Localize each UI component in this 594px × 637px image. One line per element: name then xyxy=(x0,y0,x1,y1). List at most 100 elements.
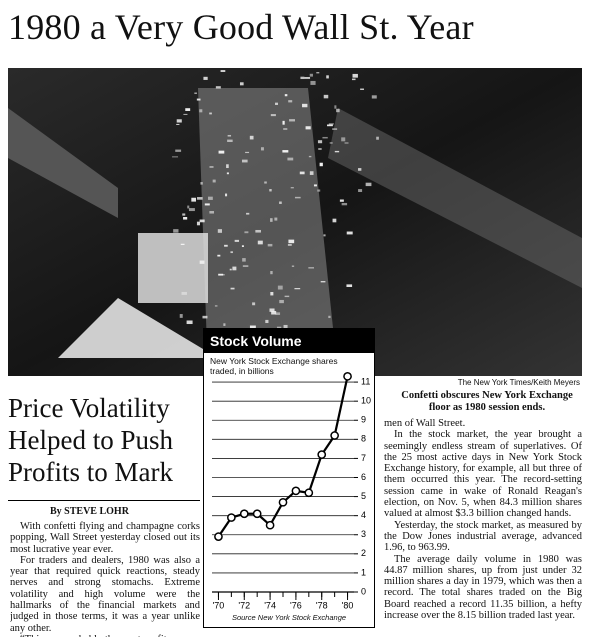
confetti-piece xyxy=(352,73,358,78)
right-column: men of Wall Street. In the stock market, … xyxy=(384,418,582,637)
confetti-piece xyxy=(318,148,322,150)
confetti-piece xyxy=(202,315,208,319)
paragraph: men of Wall Street. xyxy=(384,418,466,429)
confetti-piece xyxy=(288,100,293,103)
confetti-piece xyxy=(344,142,349,144)
confetti-piece xyxy=(260,147,264,151)
confetti-piece xyxy=(220,70,226,72)
confetti-piece xyxy=(287,157,294,161)
confetti-piece xyxy=(279,201,282,204)
confetti-piece xyxy=(188,208,195,212)
confetti-piece xyxy=(323,234,326,237)
confetti-piece xyxy=(309,73,313,77)
confetti-piece xyxy=(270,292,274,296)
paragraph: The average daily volume in 1980 was 44.… xyxy=(384,553,582,622)
confetti-piece xyxy=(267,243,273,247)
chart-title: Stock Volume xyxy=(204,329,374,353)
data-point xyxy=(265,520,275,530)
confetti-piece xyxy=(287,244,292,246)
data-point xyxy=(291,486,301,496)
confetti-piece xyxy=(196,221,200,226)
confetti-piece xyxy=(230,251,233,254)
confetti-piece xyxy=(365,182,372,187)
confetti-piece xyxy=(328,315,331,319)
confetti-piece xyxy=(269,308,275,312)
confetti-piece xyxy=(179,314,183,318)
confetti-piece xyxy=(300,76,305,80)
confetti-piece xyxy=(182,213,186,216)
rule xyxy=(8,500,200,501)
paragraph: In the stock market, the year brought a … xyxy=(384,429,582,520)
data-point xyxy=(252,509,262,519)
confetti-piece xyxy=(249,135,254,140)
confetti-piece xyxy=(208,196,213,200)
confetti-piece xyxy=(200,182,203,185)
photo xyxy=(8,68,582,376)
confetti-piece xyxy=(212,179,216,183)
confetti-piece xyxy=(226,172,229,175)
confetti-piece xyxy=(245,151,250,154)
confetti-piece xyxy=(323,94,329,99)
confetti-piece xyxy=(282,120,285,125)
confetti-piece xyxy=(283,128,288,130)
paragraph: Yesterday, the stock market, as measured… xyxy=(384,519,582,554)
confetti-piece xyxy=(275,312,281,315)
confetti-piece xyxy=(218,150,225,154)
confetti-piece xyxy=(227,134,232,137)
headline: 1980 a Very Good Wall St. Year xyxy=(8,7,474,47)
y-tick-label: 1 xyxy=(361,567,366,577)
confetti-piece xyxy=(310,80,316,85)
confetti-piece xyxy=(180,243,185,245)
confetti-piece xyxy=(185,108,191,111)
confetti-piece xyxy=(322,136,328,139)
confetti-piece xyxy=(270,218,273,222)
booth-panel xyxy=(58,298,218,358)
confetti-piece xyxy=(197,197,203,200)
confetti-piece xyxy=(358,168,362,171)
subhead-line: Helped to Push xyxy=(8,425,173,455)
confetti-piece xyxy=(284,295,290,298)
trading-post xyxy=(8,108,118,218)
y-tick-label: 3 xyxy=(361,529,366,539)
booth-panel xyxy=(138,233,208,303)
subhead: Price Volatility Helped to Push Profits to… xyxy=(8,392,203,488)
confetti-piece xyxy=(183,113,188,115)
confetti-piece xyxy=(227,139,233,143)
confetti-piece xyxy=(246,212,250,215)
confetti-piece xyxy=(360,88,364,90)
confetti-piece xyxy=(252,302,256,306)
chart-plot: 0 1 2 3 4 5 6 7 8 9 10 11 '70 '72 '74 '76 '78 '80 xyxy=(212,372,371,610)
data-point xyxy=(239,509,249,519)
subhead-line: Price Volatility xyxy=(8,393,170,423)
confetti-piece xyxy=(346,284,353,287)
data-point xyxy=(330,431,339,440)
confetti-piece xyxy=(239,82,244,86)
confetti-piece xyxy=(358,189,363,192)
confetti-piece xyxy=(215,86,221,89)
confetti-piece xyxy=(270,114,276,117)
confetti-piece xyxy=(173,229,179,233)
confetti-piece xyxy=(172,156,179,158)
confetti-piece xyxy=(294,288,301,290)
confetti-piece xyxy=(209,166,214,168)
confetti-piece xyxy=(242,265,249,267)
confetti-piece xyxy=(257,240,263,245)
confetti-piece xyxy=(199,109,203,113)
data-point xyxy=(227,513,236,522)
confetti-piece xyxy=(224,244,228,247)
y-tick-label: 7 xyxy=(361,453,366,463)
confetti-piece xyxy=(334,150,340,153)
confetti-piece xyxy=(265,319,269,324)
confetti-piece xyxy=(175,149,182,152)
confetti-piece xyxy=(229,268,232,271)
y-tick-label: 11 xyxy=(361,376,370,386)
left-column: With confetti flying and champagne corks… xyxy=(10,521,200,637)
confetti-piece xyxy=(329,142,333,144)
confetti-piece xyxy=(284,94,288,97)
confetti xyxy=(172,70,379,370)
confetti-piece xyxy=(181,291,187,295)
confetti-piece xyxy=(183,216,188,220)
confetti-piece xyxy=(225,193,228,197)
paragraph: With confetti flying and champagne corks… xyxy=(10,521,200,555)
trading-post xyxy=(328,108,582,288)
